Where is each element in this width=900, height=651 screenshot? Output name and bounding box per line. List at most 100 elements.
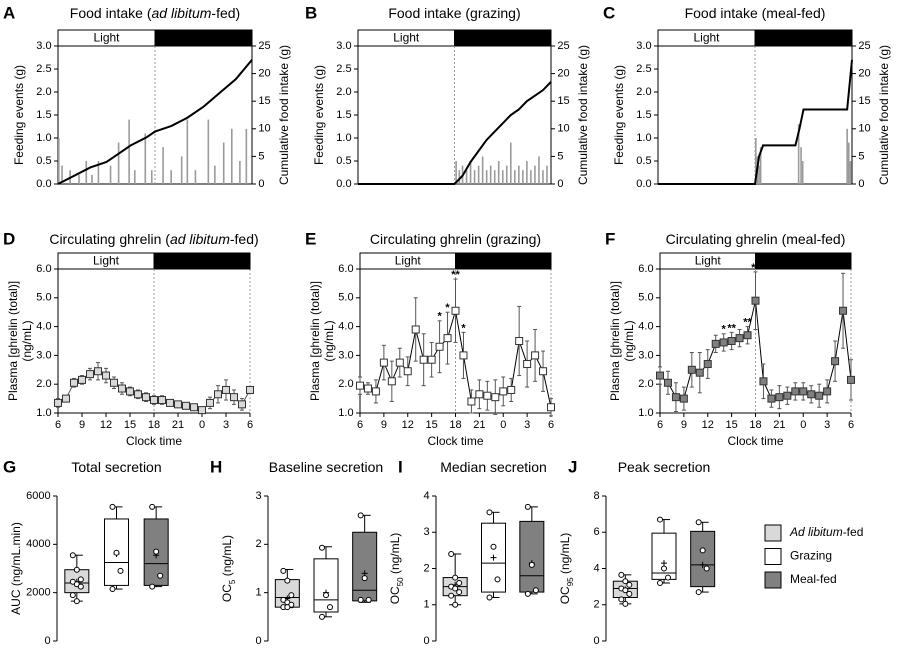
- feeding-event-bar: [455, 161, 457, 184]
- phase-bar: [754, 29, 853, 47]
- y-tick-label: 6.0: [36, 263, 51, 275]
- marker: [363, 384, 372, 393]
- chart-title-part: Baseline secretion: [269, 459, 383, 475]
- x-tick-label: 0: [800, 419, 806, 431]
- feeding-event-bar: [222, 142, 225, 184]
- significance: *: [437, 311, 442, 323]
- phase-label: Light: [393, 31, 420, 45]
- marker: [727, 337, 736, 345]
- x-tick-label: 18: [749, 419, 761, 431]
- legend-label-part: Grazing: [790, 549, 832, 563]
- feeding-event-bar: [489, 165, 492, 184]
- x-tick-label: 3: [524, 419, 530, 431]
- y-tick-label: 0: [44, 635, 50, 647]
- phase-bar: [153, 252, 251, 270]
- y-tick-label: 1.0: [36, 132, 51, 144]
- marker: [142, 393, 150, 402]
- data-point: [699, 547, 706, 554]
- data-point: [486, 509, 493, 516]
- marker: [483, 391, 492, 400]
- feeding-event-bar: [485, 170, 488, 184]
- y-axis-label: Feeding events (g): [312, 65, 326, 165]
- phase-label: Light: [93, 31, 120, 45]
- mean-marker: [699, 561, 706, 568]
- feeding-event-bar: [849, 161, 852, 184]
- y-tick-label: 0: [258, 178, 264, 190]
- y-tick-label: 0: [858, 178, 864, 190]
- data-point: [153, 548, 160, 555]
- marker: [174, 400, 182, 409]
- chart-title: Food intake (ad libitum-fed): [70, 5, 240, 21]
- y-tick-label: 4.0: [638, 321, 653, 333]
- data-point: [524, 503, 531, 510]
- chart-title: Circulating ghrelin (ad libitum-fed): [49, 231, 258, 247]
- feeding-event-bar: [497, 161, 500, 184]
- data-point: [361, 575, 368, 582]
- legend-label: Meal-fed: [790, 572, 837, 586]
- data-point: [323, 592, 329, 599]
- marker: [246, 385, 254, 394]
- feeding-event-bar: [117, 142, 120, 184]
- feeding-event-bar: [170, 170, 172, 184]
- y-axis-label-part: OC: [558, 586, 572, 604]
- marker: [695, 368, 704, 377]
- marker: [751, 296, 760, 305]
- marker: [671, 393, 680, 402]
- y-tick-label: 1: [255, 587, 261, 599]
- data-point: [113, 549, 120, 556]
- data-point: [117, 567, 124, 574]
- marker: [238, 400, 246, 409]
- marker: [767, 394, 776, 403]
- feeding-event-bar: [97, 161, 100, 184]
- data-point: [532, 587, 539, 594]
- y-tick-label: 0: [423, 635, 429, 647]
- panel-letter: D: [3, 229, 15, 248]
- x-tick-label: 6: [55, 419, 61, 431]
- y-axis-label-part: (ng/mL): [220, 535, 234, 580]
- data-point: [77, 576, 84, 583]
- y-axis-label: (ng/mL): [322, 320, 336, 361]
- y-tick-label: 3: [423, 526, 429, 538]
- y-tick-label: 3.0: [338, 349, 353, 361]
- y-tick-label: 2: [255, 538, 261, 550]
- y-tick-label: 2.5: [336, 63, 351, 75]
- chart-title: Median secretion: [440, 459, 547, 475]
- data-point: [456, 580, 463, 586]
- x-tick-label: 6: [357, 419, 363, 431]
- data-point: [490, 543, 497, 550]
- chart-title-part: Median secretion: [440, 459, 547, 475]
- feeding-event-bar: [144, 133, 147, 184]
- y-tick-label: 2000: [26, 587, 50, 599]
- marker: [815, 391, 824, 400]
- y2-axis-label: Cumulative food intake (g): [877, 45, 891, 185]
- x-tick-label: 6: [548, 419, 554, 431]
- feeding-event-bar: [501, 170, 504, 184]
- y-tick-label: 0: [593, 635, 599, 647]
- y-axis-label: OC95 (ng/mL): [558, 533, 574, 605]
- chart-title-part: Circulating ghrelin (grazing): [370, 231, 541, 247]
- y-tick-label: 1.0: [36, 407, 51, 419]
- y-tick-label: 25: [258, 40, 270, 52]
- x-tick-label: 3: [223, 419, 229, 431]
- marker: [743, 331, 752, 340]
- y-axis-label: AUC (ng/mL.min): [9, 522, 23, 615]
- y-tick-label: 20: [557, 68, 569, 80]
- data-point: [626, 581, 633, 588]
- data-point: [622, 587, 629, 594]
- y-tick-label: 5.0: [338, 292, 353, 304]
- data-point: [319, 544, 325, 551]
- legend-swatch: [764, 571, 782, 589]
- y-axis-label: Feeding events (g): [612, 65, 626, 165]
- panel-letter: E: [305, 229, 316, 248]
- marker: [78, 375, 86, 384]
- marker: [831, 357, 840, 366]
- marker: [735, 334, 744, 343]
- y-tick-label: 2: [593, 599, 599, 611]
- data-point: [452, 585, 459, 592]
- chart-title: Peak secretion: [618, 459, 711, 475]
- chart-title-part: -fed): [211, 5, 240, 21]
- y-tick-label: 2.0: [636, 86, 651, 98]
- chart-title: Baseline secretion: [269, 459, 383, 475]
